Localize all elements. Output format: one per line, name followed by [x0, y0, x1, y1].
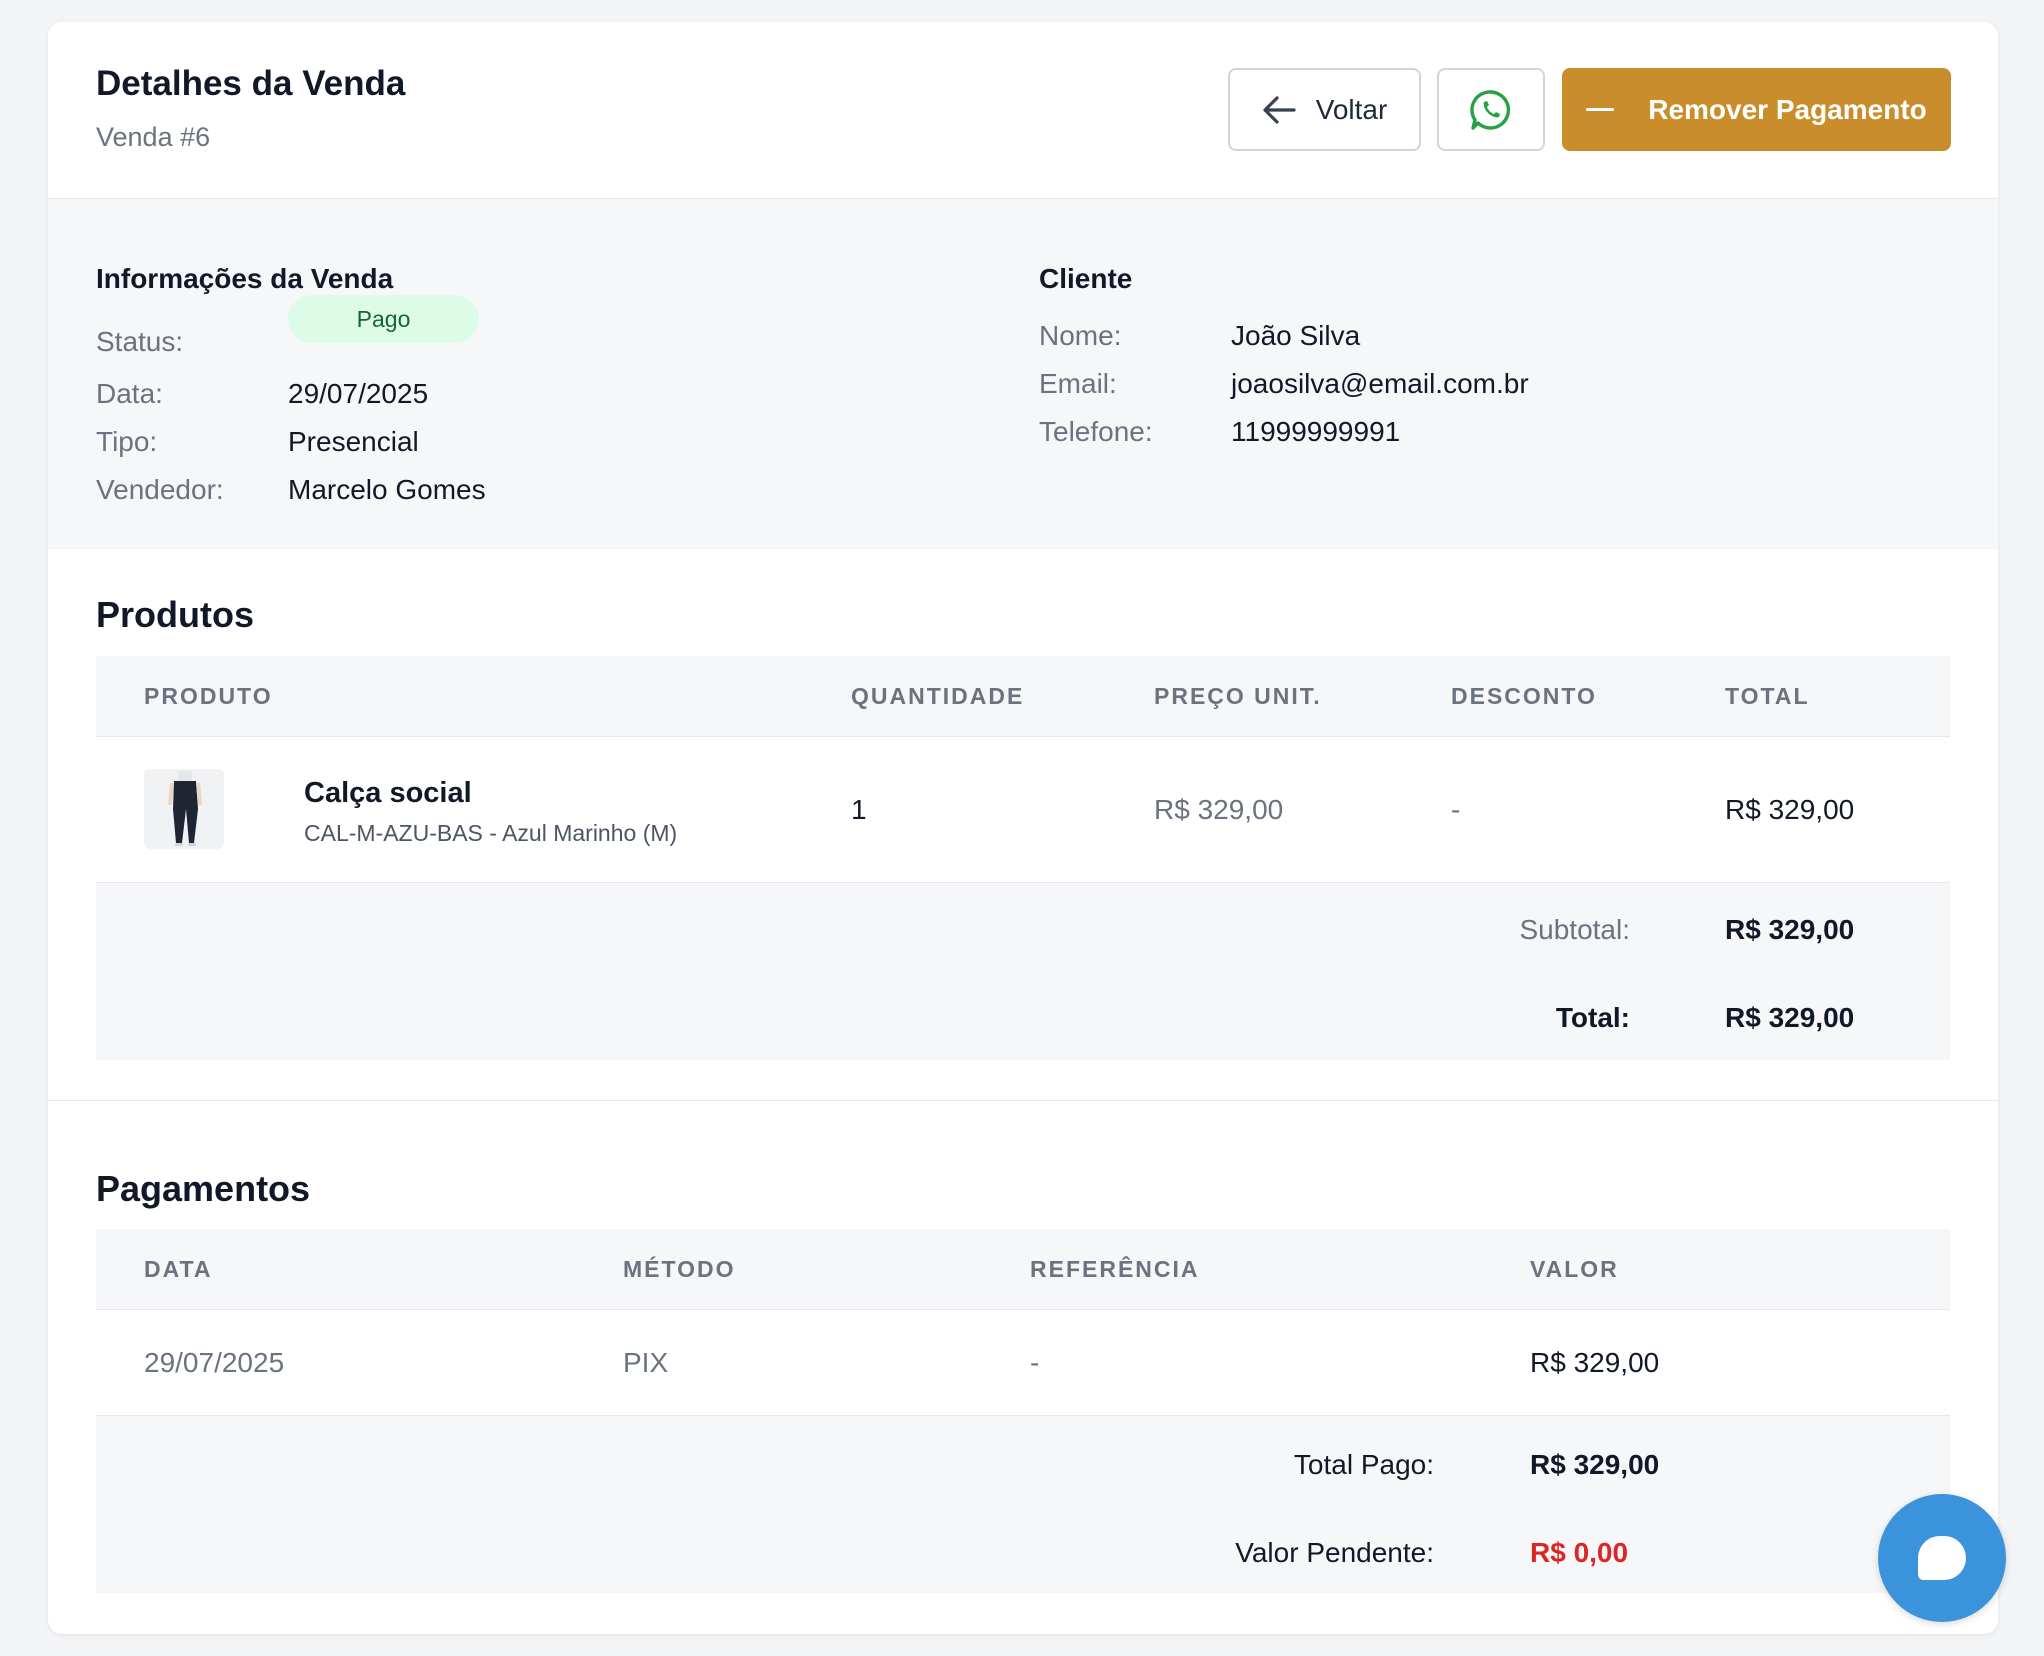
product-unit-price: R$ 329,00 [1154, 794, 1284, 825]
subtotal-label: Subtotal: [1519, 914, 1630, 945]
col-quantity: QUANTIDADE [851, 683, 1025, 709]
col-unit-price: PREÇO UNIT. [1154, 683, 1322, 709]
products-table-header: PRODUTO QUANTIDADE PREÇO UNIT. DESCONTO … [96, 656, 1950, 737]
status-label: Status: [96, 326, 184, 357]
client-heading: Cliente [1039, 263, 1133, 294]
product-thumbnail [144, 769, 224, 849]
minus-icon [1586, 108, 1615, 111]
whatsapp-icon [1470, 89, 1511, 130]
product-discount: - [1451, 794, 1461, 825]
date-label: Data: [96, 378, 163, 409]
sale-details-card: Detalhes da Venda Venda #6 Voltar Remove… [48, 22, 1998, 1634]
type-value: Presencial [288, 426, 419, 457]
sale-info-heading: Informações da Venda [96, 263, 394, 294]
products-summary: Subtotal: R$ 329,00 Total: R$ 329,00 [96, 883, 1950, 1060]
payments-table: DATA MÉTODO REFERÊNCIA VALOR 29/07/2025 … [96, 1229, 1950, 1613]
page-title: Detalhes da Venda [96, 64, 406, 103]
col-method: MÉTODO [623, 1256, 736, 1282]
col-value: VALOR [1530, 1256, 1619, 1282]
sale-info-section: Informações da Venda Status: Pago Data: … [48, 199, 1998, 549]
payment-reference: - [1030, 1347, 1040, 1378]
status-badge: Pago [288, 295, 479, 343]
back-button-label: Voltar [1315, 93, 1388, 125]
total-label: Total: [1555, 1002, 1630, 1033]
pending-value: R$ 0,00 [1530, 1537, 1629, 1568]
client-email-label: Email: [1039, 368, 1117, 399]
whatsapp-button[interactable] [1437, 68, 1545, 151]
chat-button[interactable] [1878, 1494, 2006, 1622]
payment-value: R$ 329,00 [1530, 1347, 1660, 1378]
col-reference: REFERÊNCIA [1030, 1256, 1200, 1282]
payments-heading: Pagamentos [96, 1168, 311, 1209]
product-sku: CAL-M-AZU-BAS - Azul Marinho (M) [304, 820, 678, 846]
col-product: PRODUTO [144, 683, 273, 709]
table-row[interactable]: Calça social CAL-M-AZU-BAS - Azul Marinh… [96, 737, 1950, 883]
client-phone-label: Telefone: [1039, 416, 1153, 447]
total-paid-value: R$ 329,00 [1530, 1449, 1660, 1480]
remove-payment-button[interactable]: Remover Pagamento [1562, 68, 1951, 151]
col-total: TOTAL [1725, 683, 1810, 709]
chat-bubble-icon [1918, 1536, 1966, 1580]
product-name: Calça social [304, 777, 472, 809]
payments-summary: Total Pago: R$ 329,00 Valor Pendente: R$… [96, 1416, 1950, 1593]
back-button[interactable]: Voltar [1228, 68, 1421, 151]
products-heading: Produtos [96, 594, 254, 635]
remove-payment-label: Remover Pagamento [1648, 93, 1927, 125]
table-row[interactable]: 29/07/2025 PIX - R$ 329,00 [96, 1310, 1950, 1416]
col-discount: DESCONTO [1451, 683, 1597, 709]
product-quantity: 1 [851, 794, 867, 825]
arrow-left-icon [1263, 95, 1296, 124]
page-header: Detalhes da Venda Venda #6 Voltar Remove… [48, 22, 1998, 199]
total-value: R$ 329,00 [1725, 1002, 1855, 1033]
total-paid-label: Total Pago: [1293, 1449, 1434, 1480]
client-email-value: joaosilva@email.com.br [1231, 368, 1529, 399]
pending-label: Valor Pendente: [1235, 1537, 1434, 1568]
client-name-value: João Silva [1231, 320, 1361, 351]
client-phone-value: 11999999991 [1231, 416, 1401, 447]
seller-label: Vendedor: [96, 474, 224, 505]
seller-value: Marcelo Gomes [288, 474, 486, 505]
pants-image-icon [168, 771, 202, 846]
client-name-label: Nome: [1039, 320, 1122, 351]
payments-table-header: DATA MÉTODO REFERÊNCIA VALOR [96, 1229, 1950, 1310]
payment-method: PIX [623, 1347, 669, 1378]
subtotal-value: R$ 329,00 [1725, 914, 1855, 945]
col-date: DATA [144, 1256, 213, 1282]
date-value: 29/07/2025 [288, 378, 429, 409]
payment-date: 29/07/2025 [144, 1347, 285, 1378]
type-label: Tipo: [96, 426, 158, 457]
page-subtitle: Venda #6 [96, 122, 211, 152]
product-total: R$ 329,00 [1725, 794, 1855, 825]
products-table: PRODUTO QUANTIDADE PREÇO UNIT. DESCONTO … [96, 656, 1950, 1082]
section-divider [48, 1100, 1998, 1101]
